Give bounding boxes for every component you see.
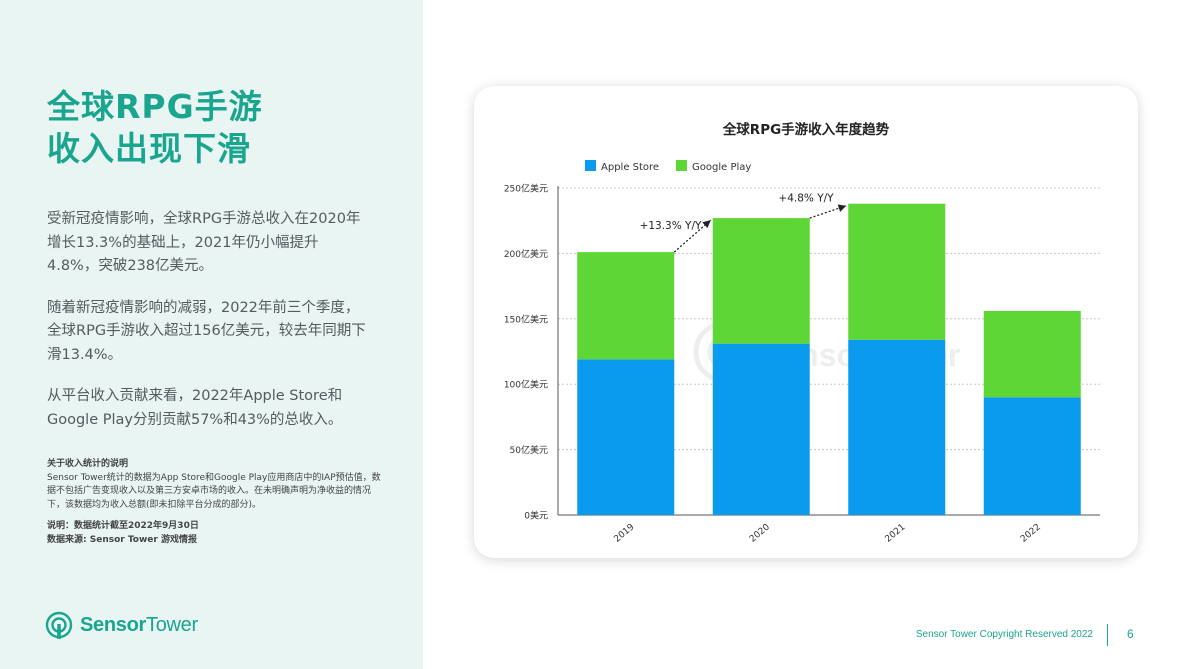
y-tick-label: 200亿美元 xyxy=(504,248,548,260)
x-tick-label: 2019 xyxy=(612,522,636,545)
growth-arrow xyxy=(673,219,712,253)
legend-swatch xyxy=(676,160,687,171)
paragraph: 随着新冠疫情影响的减弱，2022年前三个季度，全球RPG手游收入超过156亿美元… xyxy=(47,299,366,363)
y-tick-label: 250亿美元 xyxy=(504,183,548,195)
page-number: 6 xyxy=(1127,627,1134,641)
legend-label: Apple Store xyxy=(601,162,659,173)
date-note: 说明：数据统计截至2022年9月30日 xyxy=(47,521,199,531)
bar-google-play xyxy=(983,310,1081,398)
bar-google-play xyxy=(712,218,810,344)
bar-apple-store xyxy=(577,359,675,515)
notes-block: 关于收入统计的说明 Sensor Tower统计的数据为App Store和Go… xyxy=(47,458,382,547)
sensor-tower-logo-icon xyxy=(45,611,73,639)
footer-divider xyxy=(1107,624,1108,646)
footer-copyright: Sensor Tower Copyright Reserved 2022 xyxy=(915,629,1093,640)
y-tick-label: 50亿美元 xyxy=(510,444,548,456)
paragraph: 受新冠疫情影响，全球RPG手游总收入在2020年增长13.3%的基础上，2021… xyxy=(47,211,361,274)
bar-apple-store xyxy=(983,397,1081,515)
title-line-1: 全球RPG手游 xyxy=(47,87,263,126)
growth-label: +4.8% Y/Y xyxy=(778,193,834,205)
notes-heading: 关于收入统计的说明 xyxy=(47,459,129,469)
growth-arrow xyxy=(809,204,847,219)
x-tick-label: 2021 xyxy=(883,522,907,544)
left-panel: 全球RPG手游 收入出现下滑 受新冠疫情影响，全球RPG手游总收入在2020年增… xyxy=(0,0,423,669)
y-tick-label: 150亿美元 xyxy=(504,313,548,325)
page-title: 全球RPG手游 收入出现下滑 xyxy=(47,86,263,170)
y-tick-label: 0美元 xyxy=(524,510,548,522)
legend-label: Google Play xyxy=(692,162,751,173)
bar-google-play xyxy=(848,203,946,340)
logo-text: SensorTower xyxy=(80,613,198,636)
legend-swatch xyxy=(585,160,596,171)
summary-text: 受新冠疫情影响，全球RPG手游总收入在2020年增长13.3%的基础上，2021… xyxy=(47,208,367,450)
x-tick-label: 2020 xyxy=(748,522,772,545)
title-line-2: 收入出现下滑 xyxy=(47,129,251,168)
bar-google-play xyxy=(577,252,675,360)
sensor-tower-logo: SensorTower xyxy=(45,611,198,639)
chart-title: 全球RPG手游收入年度趋势 xyxy=(722,121,890,138)
bar-apple-store xyxy=(848,339,946,515)
x-tick-label: 2022 xyxy=(1019,522,1043,544)
y-tick-label: 100亿美元 xyxy=(504,379,548,391)
growth-label: +13.3% Y/Y xyxy=(640,220,702,232)
bar-apple-store xyxy=(712,343,810,515)
notes-body: Sensor Tower统计的数据为App Store和Google Play应… xyxy=(47,472,381,510)
paragraph: 从平台收入贡献来看，2022年Apple Store和Google Play分别… xyxy=(47,388,343,428)
data-source: 数据来源: Sensor Tower 游戏情报 xyxy=(47,534,197,545)
